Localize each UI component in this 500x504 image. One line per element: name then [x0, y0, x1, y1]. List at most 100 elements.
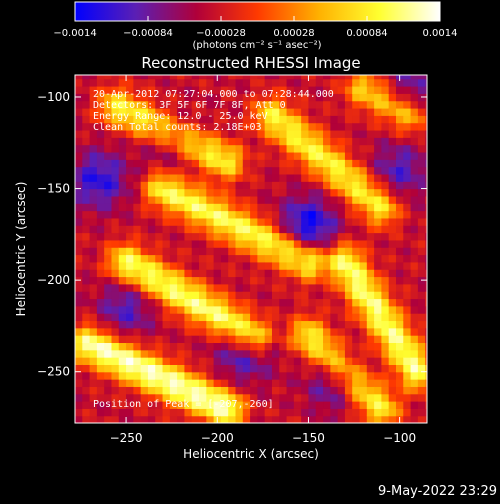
heatmap-cell [330, 320, 339, 329]
heatmap-cell [184, 386, 193, 395]
heatmap-cell [140, 159, 149, 168]
heatmap-cell [366, 85, 375, 94]
heatmap-cell [140, 415, 149, 423]
heatmap-cell [155, 305, 164, 314]
heatmap-cell [257, 85, 266, 94]
heatmap-cell [417, 320, 426, 329]
heatmap-cell [286, 254, 295, 263]
heatmap-cell [118, 115, 127, 124]
heatmap-cell [330, 342, 339, 351]
heatmap-cell [388, 78, 397, 87]
heatmap-cell [410, 173, 419, 182]
heatmap-cell [264, 261, 273, 270]
heatmap-cell [96, 386, 105, 395]
heatmap-cell [264, 379, 273, 387]
heatmap-cell [155, 364, 164, 373]
heatmap-cell [162, 203, 171, 212]
heatmap-cell [104, 357, 113, 365]
heatmap-cell [133, 166, 142, 175]
heatmap-cell [330, 210, 339, 219]
heatmap-cell [417, 386, 426, 395]
heatmap-cell [403, 298, 412, 307]
heatmap-cell [199, 247, 207, 256]
heatmap-cell [177, 313, 186, 322]
heatmap-cell [184, 166, 193, 175]
heatmap-cell [169, 173, 178, 182]
heatmap-cell [395, 261, 404, 270]
heatmap-cell [199, 364, 207, 373]
heatmap-cell [184, 335, 193, 344]
heatmap-cell [271, 78, 280, 87]
heatmap-cell [206, 115, 215, 124]
heatmap-cell [359, 217, 368, 226]
heatmap-cell [82, 107, 91, 116]
heatmap-cell [213, 364, 222, 373]
heatmap-cell [75, 386, 83, 395]
heatmap-cell [388, 195, 397, 204]
heatmap-cell [118, 401, 127, 409]
heatmap-cell [126, 415, 134, 423]
heatmap-cell [301, 129, 310, 138]
heatmap-cell [147, 93, 156, 102]
heatmap-cell [147, 188, 156, 197]
heatmap-cell [374, 364, 383, 373]
heatmap-cell [235, 78, 244, 87]
heatmap-cell [374, 181, 383, 190]
heatmap-cell [118, 254, 127, 263]
heatmap-cell [359, 364, 368, 373]
heatmap-cell [111, 364, 120, 373]
heatmap-cell [140, 305, 149, 314]
annotation-clean: Clean Total counts: 2.18E+03 [93, 122, 262, 133]
heatmap-cell [366, 357, 375, 365]
heatmap-cell [147, 298, 156, 307]
heatmap-cell [96, 85, 105, 94]
heatmap-cell [388, 85, 397, 94]
heatmap-cell [140, 283, 149, 292]
heatmap-cell [242, 181, 251, 190]
heatmap-cell [330, 122, 339, 131]
heatmap-cell [96, 225, 105, 234]
heatmap-cell [366, 75, 375, 80]
heatmap-cell [330, 364, 339, 373]
heatmap-cell [293, 159, 302, 168]
heatmap-cell [293, 203, 302, 212]
heatmap-cell [293, 349, 302, 358]
heatmap-cell [381, 188, 390, 197]
heatmap-cell [374, 298, 383, 307]
heatmap-cell [228, 276, 237, 285]
heatmap-cell [264, 173, 273, 182]
heatmap-cell [147, 173, 156, 182]
heatmap-cell [264, 335, 273, 344]
heatmap-cell [395, 93, 404, 102]
heatmap-cell [155, 166, 164, 175]
heatmap-cell [366, 225, 375, 234]
heatmap-cell [315, 195, 324, 204]
heatmap-cell [293, 100, 302, 109]
heatmap-cell [403, 188, 412, 197]
heatmap-cell [381, 93, 390, 102]
heatmap-cell [147, 283, 156, 292]
heatmap-cell [286, 357, 295, 365]
colorbar-tick-label: 0.0014 [423, 28, 458, 39]
heatmap-cell [308, 393, 317, 402]
heatmap-cell [147, 107, 156, 116]
heatmap-cell [374, 283, 383, 292]
heatmap-cell [220, 210, 229, 219]
heatmap-cell [162, 151, 171, 160]
heatmap-cell [118, 261, 127, 270]
heatmap-cell [206, 386, 215, 395]
heatmap-cell [388, 349, 397, 358]
heatmap-cell [250, 181, 258, 190]
heatmap-cell [410, 85, 419, 94]
heatmap-cell [417, 181, 426, 190]
heatmap-cell [140, 232, 149, 241]
heatmap-cell [184, 78, 193, 87]
heatmap-cell [96, 151, 105, 160]
heatmap-cell [425, 203, 427, 212]
heatmap-cell [82, 217, 91, 226]
heatmap-cell [395, 335, 404, 344]
heatmap-cell [111, 225, 120, 234]
heatmap-cell [250, 151, 258, 160]
heatmap-cell [264, 305, 273, 314]
heatmap-cell [257, 188, 266, 197]
